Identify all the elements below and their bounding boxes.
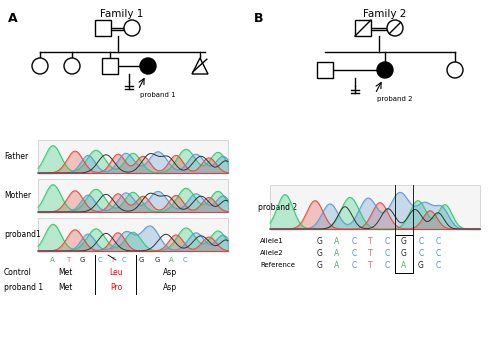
- Text: C: C: [352, 249, 356, 258]
- Text: proband 1: proband 1: [140, 92, 175, 98]
- Bar: [355, 20, 371, 36]
- Text: Leu: Leu: [109, 268, 123, 277]
- Text: A: A: [334, 261, 340, 270]
- Circle shape: [447, 62, 463, 78]
- Text: Family 2: Family 2: [364, 9, 406, 19]
- Text: C: C: [352, 237, 356, 246]
- Text: G: G: [154, 257, 160, 263]
- Text: A: A: [334, 237, 340, 246]
- Text: T: T: [368, 249, 372, 258]
- Text: Mother: Mother: [4, 191, 31, 200]
- Text: G: G: [401, 249, 407, 258]
- Circle shape: [64, 58, 80, 74]
- Text: A: A: [168, 257, 173, 263]
- Text: Father: Father: [4, 152, 28, 161]
- Text: G: G: [418, 261, 424, 270]
- Text: C: C: [436, 237, 440, 246]
- Text: proband 2: proband 2: [377, 96, 412, 102]
- Text: C: C: [122, 257, 126, 263]
- Circle shape: [140, 58, 156, 74]
- Bar: [317, 62, 333, 78]
- Text: C: C: [98, 257, 102, 263]
- Text: Asp: Asp: [163, 268, 177, 277]
- Bar: [38, 218, 228, 251]
- Text: C: C: [436, 261, 440, 270]
- Text: G: G: [317, 237, 323, 246]
- Text: G: G: [138, 257, 143, 263]
- Text: T: T: [110, 257, 114, 263]
- Text: A: A: [334, 249, 340, 258]
- Text: T: T: [66, 257, 70, 263]
- Text: G: G: [317, 249, 323, 258]
- Text: Allele1: Allele1: [260, 238, 284, 244]
- Text: Pro: Pro: [110, 283, 122, 292]
- Polygon shape: [192, 58, 208, 74]
- Text: A: A: [402, 261, 406, 270]
- Text: C: C: [384, 237, 390, 246]
- Text: Reference: Reference: [260, 262, 295, 268]
- Text: proband1: proband1: [4, 230, 41, 239]
- Text: proband 2: proband 2: [258, 202, 297, 212]
- Text: C: C: [418, 237, 424, 246]
- Text: C: C: [436, 249, 440, 258]
- Text: Allele2: Allele2: [260, 251, 283, 256]
- Circle shape: [387, 20, 403, 36]
- Bar: [38, 179, 228, 212]
- Text: A: A: [50, 257, 54, 263]
- Text: A: A: [8, 12, 18, 25]
- Bar: [95, 20, 111, 36]
- Text: Family 1: Family 1: [100, 9, 144, 19]
- Text: C: C: [384, 261, 390, 270]
- Circle shape: [124, 20, 140, 36]
- Circle shape: [32, 58, 48, 74]
- Text: C: C: [418, 249, 424, 258]
- Bar: [270, 185, 480, 229]
- Text: Met: Met: [58, 268, 72, 277]
- Text: C: C: [384, 249, 390, 258]
- Text: G: G: [317, 261, 323, 270]
- Bar: [102, 58, 118, 74]
- Text: proband 1: proband 1: [4, 283, 43, 292]
- Text: C: C: [182, 257, 188, 263]
- Bar: [395, 235, 413, 273]
- Text: G: G: [80, 257, 84, 263]
- Text: T: T: [110, 248, 114, 253]
- Text: C: C: [352, 261, 356, 270]
- Text: B: B: [254, 12, 264, 25]
- Circle shape: [377, 62, 393, 78]
- Text: Control: Control: [4, 268, 32, 277]
- Text: Met: Met: [58, 283, 72, 292]
- Text: G: G: [401, 237, 407, 246]
- Text: T: T: [368, 261, 372, 270]
- Text: T: T: [368, 237, 372, 246]
- Bar: [38, 140, 228, 173]
- Text: Asp: Asp: [163, 283, 177, 292]
